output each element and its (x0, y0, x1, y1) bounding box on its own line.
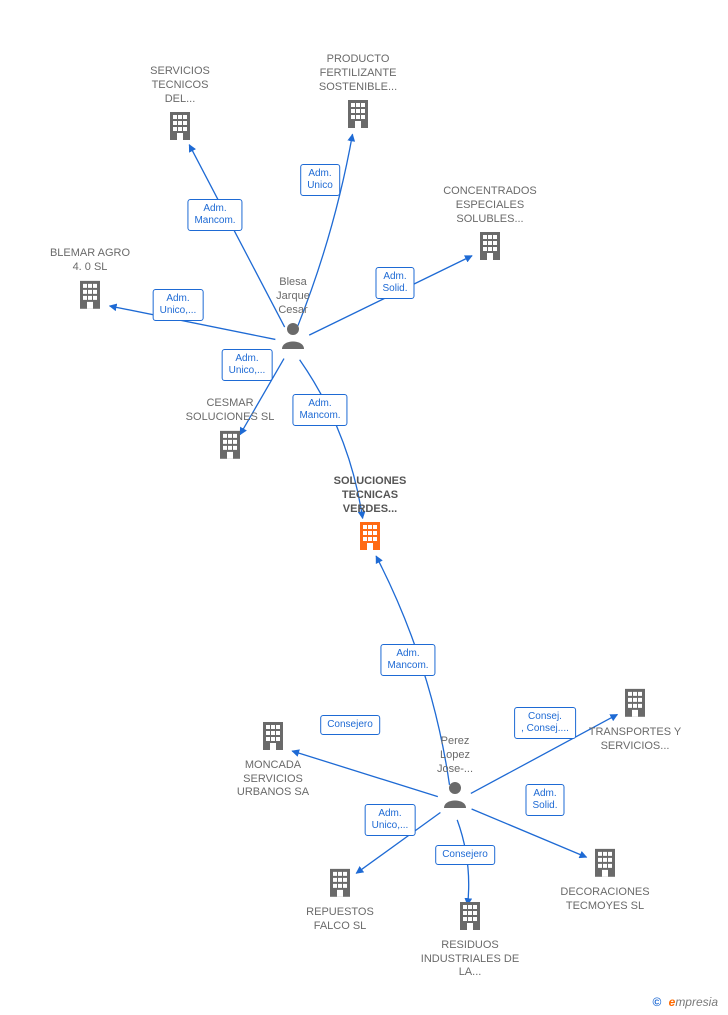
company-node-concentrados[interactable]: CONCENTRADOS ESPECIALES SOLUBLES... (430, 185, 550, 265)
building-icon (223, 720, 323, 755)
company-label: TRANSPORTES Y SERVICIOS... (589, 726, 682, 752)
edge-perez-residuos (457, 820, 469, 905)
building-icon (303, 98, 413, 133)
person-node-perez[interactable]: Perez Lopez Jose-... (433, 735, 477, 813)
edge-perez-repuestos (356, 813, 440, 874)
company-label: DECORACIONES TECMOYES SL (560, 886, 649, 912)
edge-label-perez-repuestos: Adm.Unico,... (365, 804, 416, 836)
edge-label-perez-soluciones_tecnicas: Adm.Mancom. (380, 644, 435, 676)
building-icon (315, 520, 425, 555)
company-label: PRODUCTO FERTILIZANTE SOSTENIBLE... (319, 53, 397, 93)
company-label: MONCADA SERVICIOS URBANOS SA (237, 759, 309, 799)
company-label: SOLUCIONES TECNICAS VERDES... (334, 475, 407, 515)
building-icon (545, 847, 665, 882)
building-icon (135, 110, 225, 145)
company-node-moncada[interactable]: MONCADA SERVICIOS URBANOS SA (223, 720, 323, 800)
footer-credit: © empresia (652, 995, 718, 1009)
edge-label-perez-moncada: Consejero (320, 715, 380, 735)
diagram-canvas: SERVICIOS TECNICOS DEL... PRODUCTO FERTI… (0, 0, 728, 1015)
person-label: Blesa Jarque Cesar (276, 276, 310, 316)
edge-label-blesa-blemar: Adm.Unico,... (153, 289, 204, 321)
person-icon (268, 321, 318, 354)
brand-name: empresia (669, 995, 718, 1009)
building-icon (175, 428, 285, 463)
building-icon (45, 278, 135, 313)
building-icon (415, 900, 525, 935)
company-node-cesmar[interactable]: CESMAR SOLUCIONES SL (175, 397, 285, 463)
edge-label-blesa-soluciones_tecnicas: Adm.Mancom. (292, 394, 347, 426)
edge-blesa-concentrados (309, 256, 472, 335)
person-icon (433, 780, 477, 813)
company-label: CESMAR SOLUCIONES SL (186, 397, 275, 423)
building-icon (290, 867, 390, 902)
company-label: CONCENTRADOS ESPECIALES SOLUBLES... (443, 185, 537, 225)
edge-label-perez-decoraciones: Adm.Solid. (525, 784, 564, 816)
edge-label-blesa-servicios_tecnicos: Adm.Mancom. (187, 199, 242, 231)
edge-label-perez-transportes: Consej., Consej.... (514, 707, 576, 739)
edge-label-blesa-producto_fertilizante: Adm.Unico (300, 164, 340, 196)
company-node-residuos[interactable]: RESIDUOS INDUSTRIALES DE LA... (415, 900, 525, 980)
company-label: BLEMAR AGRO 4. 0 SL (50, 247, 130, 273)
company-node-blemar[interactable]: BLEMAR AGRO 4. 0 SL (45, 247, 135, 313)
company-label: REPUESTOS FALCO SL (306, 906, 374, 932)
company-label: SERVICIOS TECNICOS DEL... (150, 65, 210, 105)
company-node-soluciones_tecnicas[interactable]: SOLUCIONES TECNICAS VERDES... (315, 475, 425, 555)
building-icon (430, 230, 550, 265)
edge-label-blesa-concentrados: Adm.Solid. (375, 267, 414, 299)
company-node-repuestos[interactable]: REPUESTOS FALCO SL (290, 867, 390, 933)
copyright-symbol: © (652, 995, 661, 1009)
company-node-transportes[interactable]: TRANSPORTES Y SERVICIOS... (580, 687, 690, 753)
person-node-blesa[interactable]: Blesa Jarque Cesar (268, 276, 318, 354)
company-node-servicios_tecnicos[interactable]: SERVICIOS TECNICOS DEL... (135, 65, 225, 145)
company-node-decoraciones[interactable]: DECORACIONES TECMOYES SL (545, 847, 665, 913)
person-label: Perez Lopez Jose-... (437, 735, 473, 775)
building-icon (580, 687, 690, 722)
edge-label-blesa-cesmar: Adm.Unico,... (222, 349, 273, 381)
company-node-producto_fertilizante[interactable]: PRODUCTO FERTILIZANTE SOSTENIBLE... (303, 53, 413, 133)
company-label: RESIDUOS INDUSTRIALES DE LA... (421, 939, 519, 979)
edge-label-perez-residuos: Consejero (435, 845, 495, 865)
